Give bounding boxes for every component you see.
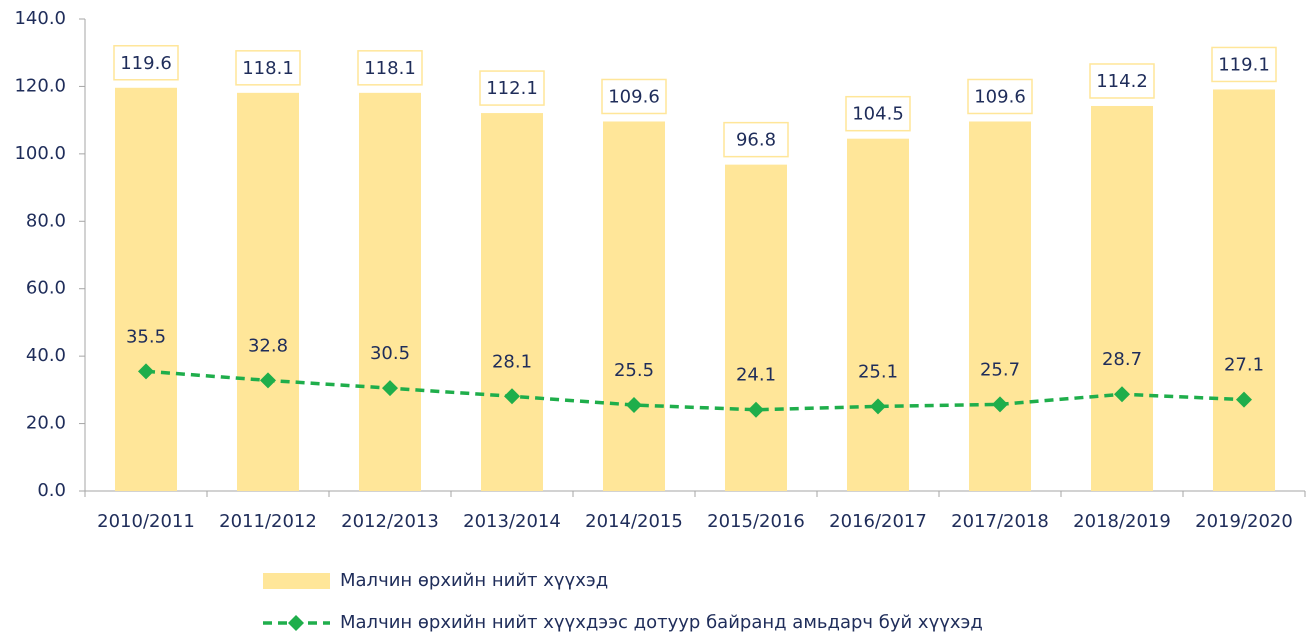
bar <box>725 164 787 491</box>
value-label: 27.1 <box>1224 355 1264 376</box>
y-tick-label: 20.0 <box>26 413 66 434</box>
bar <box>237 92 299 491</box>
value-label: 114.2 <box>1096 71 1148 92</box>
value-label-box <box>357 50 423 86</box>
value-label: 112.1 <box>486 78 538 99</box>
legend-swatch <box>263 573 330 589</box>
x-tick-label: 2015/2016 <box>707 511 805 532</box>
x-tick-label: 2012/2013 <box>341 511 439 532</box>
value-label-box <box>479 70 545 106</box>
y-tick-label: 120.0 <box>14 75 66 96</box>
bar <box>603 121 665 492</box>
marker <box>382 380 398 397</box>
x-tick-label: 2011/2012 <box>219 511 317 532</box>
marker <box>870 398 886 415</box>
value-label-box <box>1089 63 1155 99</box>
line <box>145 369 1245 412</box>
value-label: 25.7 <box>980 359 1020 380</box>
y-tick-label: 80.0 <box>26 210 66 231</box>
legend-label: Малчин өрхийн нийт хүүхдээс дотуур байра… <box>340 612 983 633</box>
marker <box>992 396 1008 413</box>
value-label: 119.6 <box>120 53 172 74</box>
value-label: 118.1 <box>364 58 416 79</box>
value-label: 118.1 <box>242 58 294 79</box>
value-label: 32.8 <box>248 335 288 356</box>
value-label: 104.5 <box>852 104 904 125</box>
x-tick-label: 2017/2018 <box>951 511 1049 532</box>
value-label-box <box>967 78 1033 115</box>
value-label: 35.5 <box>126 326 166 347</box>
bar <box>969 121 1031 492</box>
marker <box>626 397 642 414</box>
value-label: 24.1 <box>736 365 776 386</box>
value-label-box <box>113 45 179 81</box>
y-tick-label: 140.0 <box>14 8 66 29</box>
y-tick-label: 40.0 <box>26 345 66 366</box>
x-tick-label: 2014/2015 <box>585 511 683 532</box>
value-label: 25.5 <box>614 360 654 381</box>
value-label: 96.8 <box>736 130 776 151</box>
value-label-box <box>601 78 667 115</box>
y-tick-label: 60.0 <box>26 278 66 299</box>
value-label: 30.5 <box>370 343 410 364</box>
bar <box>115 87 177 491</box>
marker <box>1236 391 1252 408</box>
marker <box>748 401 764 418</box>
x-tick-label: 2013/2014 <box>463 511 561 532</box>
value-label-box <box>845 95 911 132</box>
bar <box>1213 89 1275 491</box>
value-label: 25.1 <box>858 361 898 382</box>
value-label-box <box>723 121 789 158</box>
value-label: 109.6 <box>608 86 660 107</box>
bar <box>1091 105 1153 492</box>
legend-marker <box>288 615 304 631</box>
marker <box>1114 386 1130 403</box>
y-tick-label: 100.0 <box>14 143 66 164</box>
x-tick-label: 2019/2020 <box>1195 511 1293 532</box>
x-tick-label: 2010/2011 <box>97 511 195 532</box>
bar <box>481 113 543 491</box>
value-label-box <box>235 50 301 86</box>
marker <box>260 372 276 389</box>
value-label-box <box>1211 46 1277 83</box>
bar <box>359 92 421 491</box>
y-tick-label: 0.0 <box>37 480 66 501</box>
legend-label: Малчин өрхийн нийт хүүхэд <box>340 570 608 591</box>
x-tick-label: 2018/2019 <box>1073 511 1171 532</box>
value-label: 28.7 <box>1102 349 1142 370</box>
value-label: 109.6 <box>974 86 1026 107</box>
bar <box>847 138 909 491</box>
x-tick-label: 2016/2017 <box>829 511 927 532</box>
marker <box>504 388 520 405</box>
value-label: 119.1 <box>1218 54 1270 75</box>
value-label: 28.1 <box>492 351 532 372</box>
marker <box>138 363 154 380</box>
